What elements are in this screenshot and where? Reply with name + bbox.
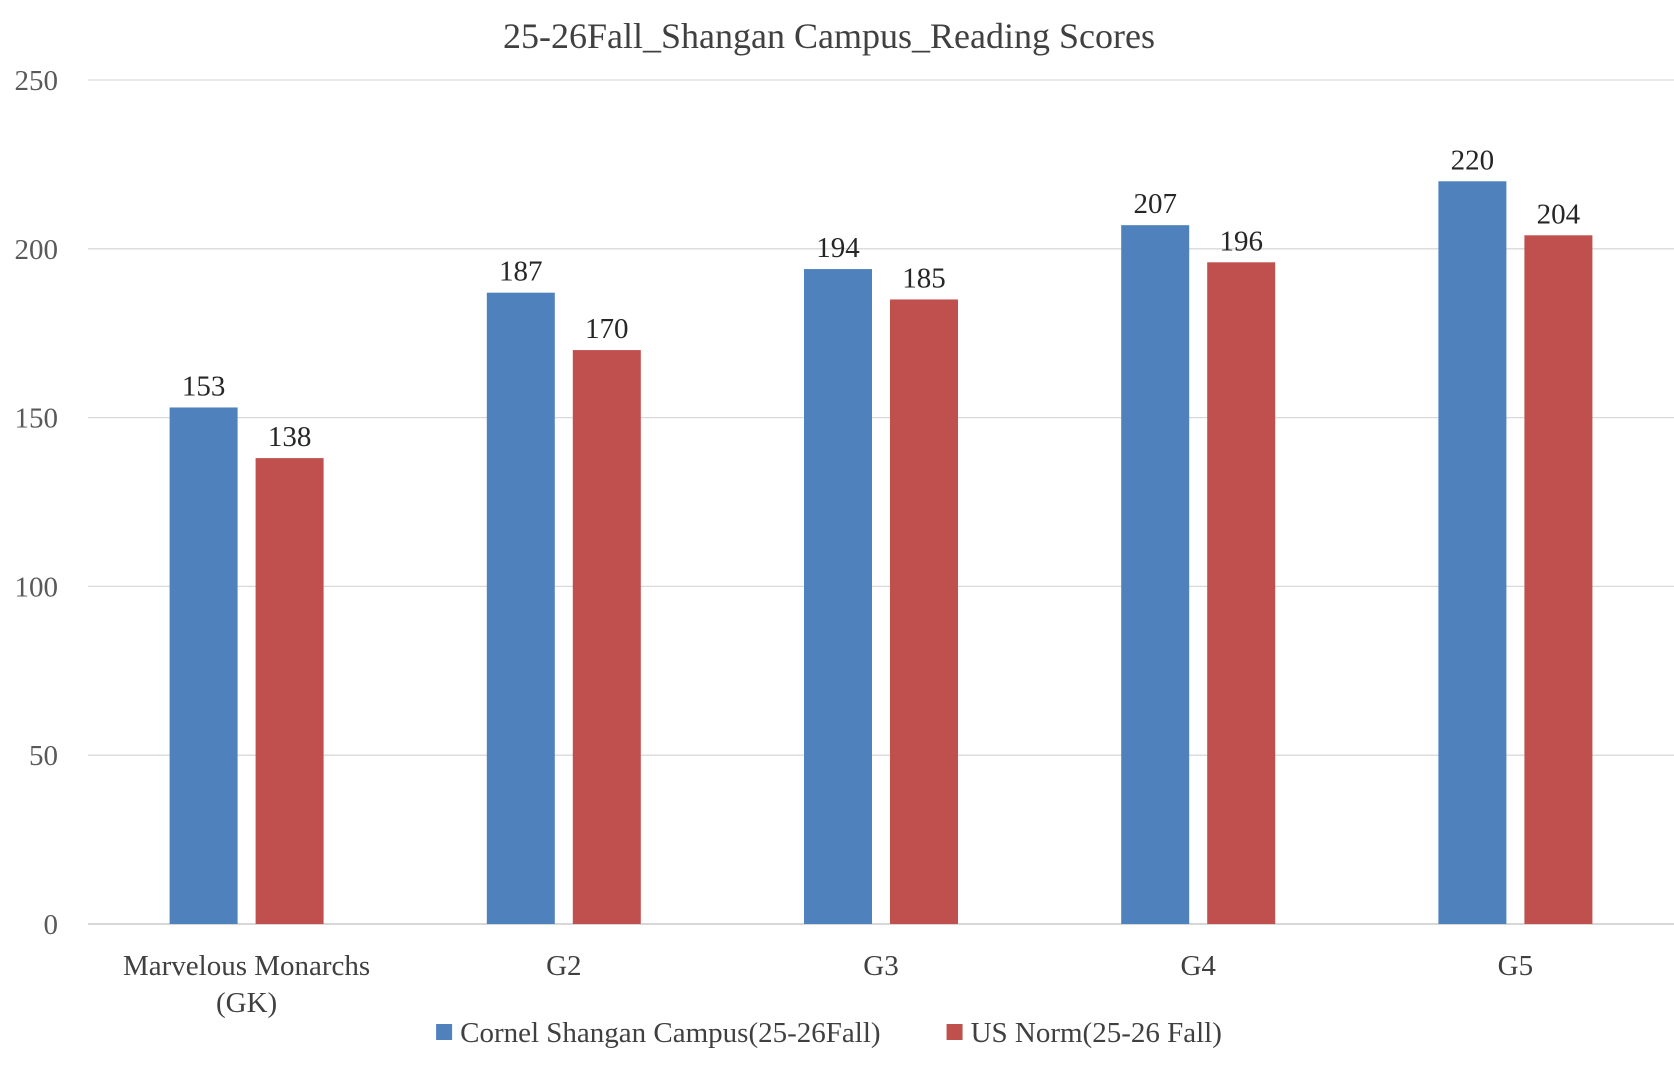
y-axis-ticks: 0 50 100 150 200 250 xyxy=(15,65,59,941)
y-tick-label: 50 xyxy=(29,740,58,772)
legend: Cornel Shangan Campus(25-26Fall) US Norm(… xyxy=(436,1017,1222,1049)
bar xyxy=(804,269,872,924)
data-label: 170 xyxy=(585,313,629,345)
data-labels: 153 138 187 170 194 185 207 196 220 204 xyxy=(182,144,1581,453)
legend-item: Cornel Shangan Campus(25-26Fall) xyxy=(436,1017,881,1049)
legend-swatch xyxy=(436,1024,453,1040)
data-label: 220 xyxy=(1451,144,1495,176)
legend-label: US Norm(25-26 Fall) xyxy=(971,1017,1222,1049)
data-label: 207 xyxy=(1133,188,1177,220)
y-tick-label: 200 xyxy=(15,234,59,266)
chart-title: 25-26Fall_Shangan Campus_Reading Scores xyxy=(503,16,1155,56)
x-axis-categories: Marvelous Monarchs (GK) G2 G3 G4 G5 xyxy=(123,950,1533,1019)
gridlines xyxy=(88,79,1674,925)
data-label: 185 xyxy=(902,262,946,294)
bar xyxy=(890,299,958,924)
x-category-label: G4 xyxy=(1180,950,1216,982)
y-tick-label: 150 xyxy=(15,403,59,435)
y-tick-label: 100 xyxy=(15,571,59,603)
x-category-label: G5 xyxy=(1498,950,1533,982)
x-category-label: G3 xyxy=(863,950,898,982)
bar xyxy=(1121,225,1190,925)
x-category-label: (GK) xyxy=(216,987,277,1019)
bar xyxy=(572,350,641,925)
x-category-label: Marvelous Monarchs xyxy=(123,950,370,982)
data-label: 196 xyxy=(1219,225,1263,257)
y-tick-label: 250 xyxy=(15,65,59,97)
bar xyxy=(1524,235,1593,924)
bar xyxy=(255,458,324,924)
bar xyxy=(169,407,238,924)
bar xyxy=(1207,262,1276,925)
data-label: 204 xyxy=(1537,198,1581,230)
y-tick-label: 0 xyxy=(44,909,59,941)
bars xyxy=(169,181,1593,925)
legend-swatch xyxy=(946,1024,963,1040)
data-label: 138 xyxy=(268,421,312,453)
legend-label: Cornel Shangan Campus(25-26Fall) xyxy=(460,1017,880,1049)
data-label: 187 xyxy=(499,256,543,288)
bar xyxy=(486,292,555,924)
data-label: 153 xyxy=(182,370,226,402)
data-label: 194 xyxy=(816,232,860,264)
x-category-label: G2 xyxy=(546,950,581,982)
legend-item: US Norm(25-26 Fall) xyxy=(946,1017,1222,1049)
bar xyxy=(1438,181,1507,924)
